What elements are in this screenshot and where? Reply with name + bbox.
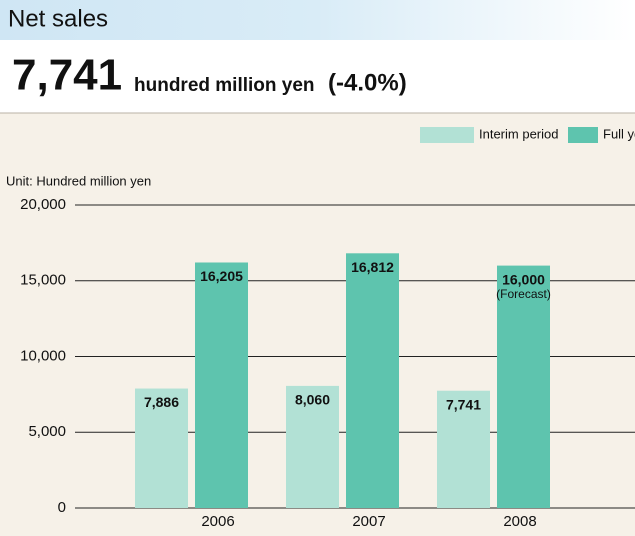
bar bbox=[286, 385, 339, 508]
bar bbox=[346, 253, 399, 508]
value-label: 16,205 bbox=[200, 268, 243, 284]
header-band bbox=[0, 0, 635, 40]
header-title: Net sales bbox=[8, 5, 108, 32]
legend-swatch bbox=[420, 127, 474, 143]
headline-unit: hundred million yen bbox=[134, 75, 315, 96]
x-tick-label: 2006 bbox=[201, 513, 234, 530]
value-label: 16,812 bbox=[351, 259, 394, 275]
y-tick-label: 20,000 bbox=[20, 196, 66, 213]
x-tick-label: 2008 bbox=[503, 513, 536, 530]
bar bbox=[135, 388, 188, 508]
bar bbox=[437, 390, 490, 508]
x-tick-label: 2007 bbox=[352, 513, 385, 530]
headline-value: 7,741 bbox=[12, 51, 122, 100]
bar bbox=[497, 265, 550, 508]
headline-change: (-4.0%) bbox=[328, 69, 407, 96]
y-tick-label: 0 bbox=[58, 499, 66, 516]
y-tick-label: 15,000 bbox=[20, 272, 66, 289]
value-label: 8,060 bbox=[295, 392, 330, 408]
annotation: (Forecast) bbox=[496, 287, 551, 301]
y-tick-label: 10,000 bbox=[20, 347, 66, 364]
y-tick-label: 5,000 bbox=[28, 423, 66, 440]
legend-label: Full year bbox=[603, 126, 635, 141]
value-label: 16,000 bbox=[502, 271, 545, 287]
legend-label: Interim period bbox=[479, 126, 558, 141]
legend-swatch bbox=[568, 127, 598, 143]
value-label: 7,886 bbox=[144, 394, 179, 410]
bar bbox=[195, 262, 248, 508]
unit-label: Unit: Hundred million yen bbox=[6, 173, 151, 188]
value-label: 7,741 bbox=[446, 396, 481, 412]
